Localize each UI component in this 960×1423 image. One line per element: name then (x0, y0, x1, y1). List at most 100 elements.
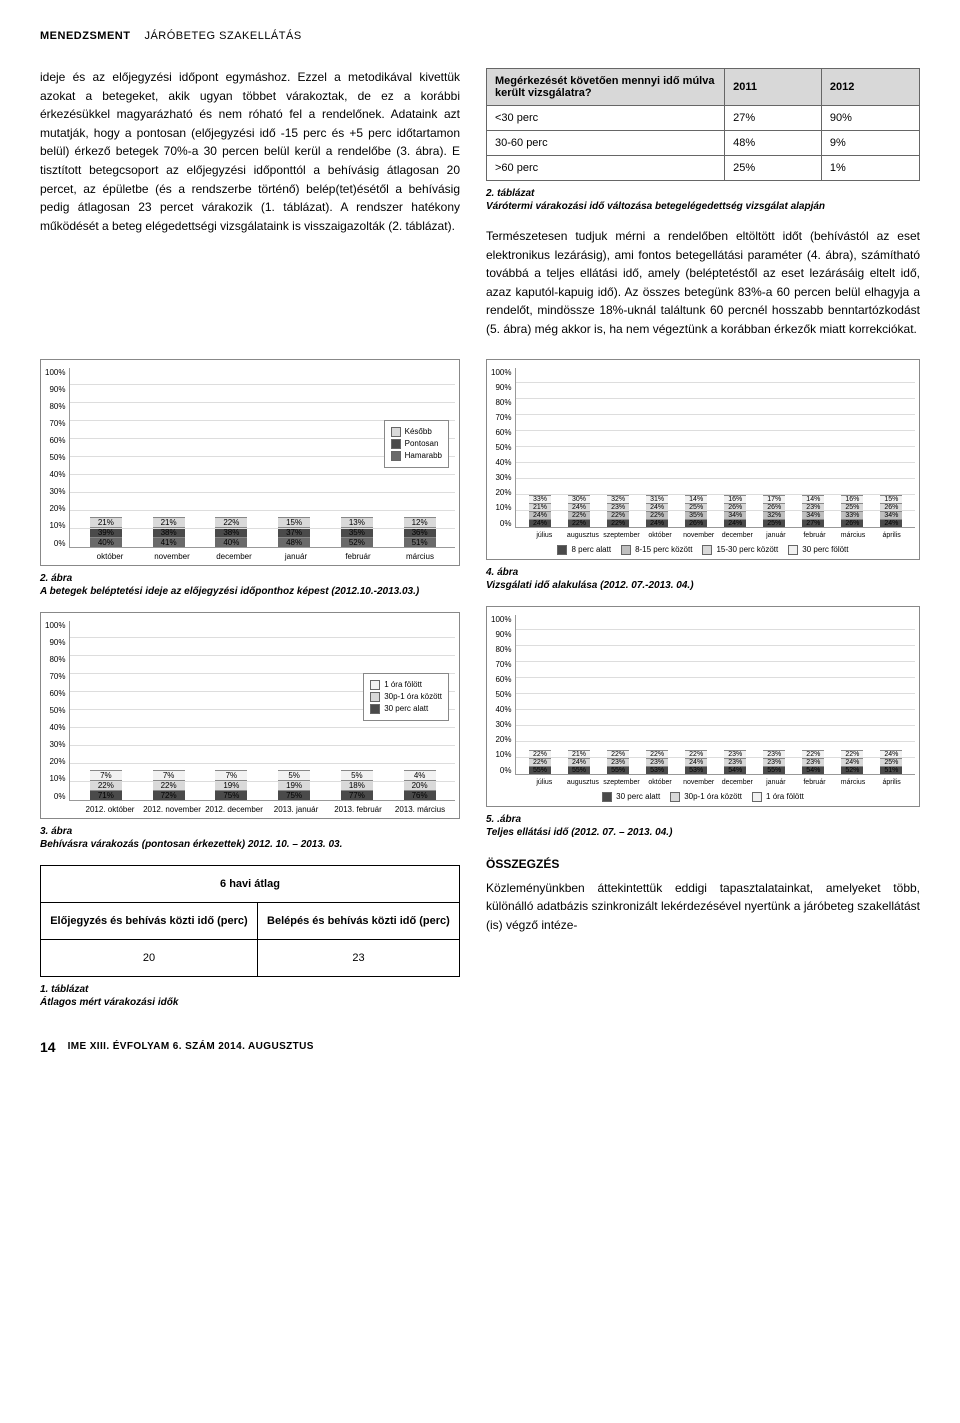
legend-label: 30p-1 óra között (684, 792, 742, 801)
chart-bar-segment: 33% (841, 511, 863, 519)
y-tick: 30% (45, 487, 65, 496)
x-label: december (718, 532, 757, 539)
chart-bar-segment: 21% (153, 517, 185, 527)
chart-2-caption: 2. ábra A betegek beléptetési ideje az e… (40, 572, 460, 598)
y-tick: 80% (45, 655, 65, 664)
chart-bar-segment: 51% (404, 537, 436, 547)
chart-bar-segment: 55% (568, 766, 590, 774)
chart-4-legend: 8 perc alatt8-15 perc között15-30 perc k… (491, 545, 915, 555)
chart-bar-segment: 22% (607, 519, 629, 527)
y-tick: 90% (491, 630, 511, 639)
legend-swatch (621, 545, 631, 555)
chart-bar-segment: 40% (90, 537, 122, 547)
y-tick: 40% (491, 458, 511, 467)
x-label: december (718, 779, 757, 786)
chart-bar-segment: 48% (278, 537, 310, 547)
chart-bar-segment: 17% (763, 495, 785, 503)
y-tick: 100% (45, 621, 65, 630)
y-tick: 30% (491, 473, 511, 482)
x-label: 2013. január (265, 805, 327, 814)
table-cell: 9% (821, 131, 919, 156)
y-tick: 0% (491, 519, 511, 528)
y-tick: 10% (491, 750, 511, 759)
chart-2-legend: KésőbbPontosanHamarabb (384, 420, 449, 468)
x-label: október (641, 779, 680, 786)
table-2: Megérkezését követően mennyi idő múlva k… (486, 68, 920, 181)
chart-bar-segment: 30% (568, 495, 590, 503)
chart-bar: 76%20%4% (404, 770, 436, 800)
y-tick: 40% (491, 705, 511, 714)
chart-bar-segment: 27% (802, 519, 824, 527)
table-1-col-1: Belépés és behívás közti idő (perc) (257, 902, 459, 939)
x-label: április (872, 532, 911, 539)
x-label: április (872, 779, 911, 786)
x-label: július (525, 779, 564, 786)
chart-bar-segment: 71% (90, 790, 122, 800)
table-1-caption-title: 1. táblázat (40, 984, 88, 995)
chart-bar-segment: 16% (724, 495, 746, 503)
chart-bar: 54%23%22% (802, 750, 824, 774)
chart-bar-segment: 24% (646, 519, 668, 527)
chart-bar: 51%36%12% (404, 517, 436, 547)
chart-bar: 55%22%22% (529, 750, 551, 774)
chart-bar-segment: 31% (646, 495, 668, 503)
table-2-caption: 2. táblázat Várótermi várakozási idő vál… (486, 187, 920, 213)
legend-label: 1 óra fölött (766, 792, 804, 801)
legend-item: 30p-1 óra között (670, 792, 742, 802)
legend-swatch (788, 545, 798, 555)
legend-label: 8 perc alatt (571, 545, 611, 554)
chart-bar-segment: 13% (341, 517, 373, 527)
x-label: február (327, 552, 389, 561)
y-tick: 60% (491, 428, 511, 437)
chart-bar-segment: 15% (278, 517, 310, 527)
x-label: július (525, 532, 564, 539)
table-cell: 1% (821, 156, 919, 181)
y-tick: 20% (45, 757, 65, 766)
chart-bar-segment: 26% (841, 519, 863, 527)
table-1-val-1: 23 (257, 939, 459, 976)
legend-item: 8 perc alatt (557, 545, 611, 555)
y-tick: 80% (491, 398, 511, 407)
x-label: március (389, 552, 451, 561)
chart-3-caption-text: Behívásra várakozás (pontosan érkezettek… (40, 839, 342, 850)
chart-bar-segment: 24% (841, 758, 863, 766)
y-tick: 70% (45, 419, 65, 428)
table-cell: <30 perc (487, 106, 725, 131)
x-label: január (757, 532, 796, 539)
legend-label: Pontosan (405, 439, 439, 448)
legend-swatch (370, 704, 380, 714)
x-label: 2013. március (389, 805, 451, 814)
chart-bar-segment: 76% (404, 790, 436, 800)
table-row: <30 perc27%90% (487, 106, 920, 131)
chart-bar-segment: 7% (90, 770, 122, 780)
chart-bar-segment: 22% (568, 519, 590, 527)
x-label: február (795, 532, 834, 539)
y-tick: 50% (491, 443, 511, 452)
table-1-header: 6 havi átlag (41, 865, 460, 902)
chart-bar-segment: 24% (529, 511, 551, 519)
page-footer: 14 IME XIII. ÉVFOLYAM 6. SZÁM 2014. AUGU… (40, 1039, 920, 1055)
summary-heading: ÖSSZEGZÉS (486, 857, 920, 871)
chart-bar-segment: 25% (880, 758, 902, 766)
chart-bar-segment: 53% (685, 766, 707, 774)
x-label: 2012. október (79, 805, 141, 814)
chart-5-caption-title: 5. .ábra (486, 814, 521, 825)
chart-bar-segment: 41% (153, 537, 185, 547)
table-2-caption-title: 2. táblázat (486, 188, 534, 199)
x-label: szeptember (602, 779, 641, 786)
chart-bar: 40%39%21% (90, 517, 122, 547)
table-2-header-cell: 2012 (821, 69, 919, 106)
legend-swatch (391, 427, 401, 437)
chart-bar-segment: 55% (763, 766, 785, 774)
y-tick: 90% (45, 638, 65, 647)
x-label: március (834, 779, 873, 786)
summary-paragraph: Közleményünkben áttekintettük eddigi tap… (486, 879, 920, 935)
y-tick: 30% (491, 720, 511, 729)
x-label: december (203, 552, 265, 561)
chart-bar-segment: 23% (646, 758, 668, 766)
chart-bar-segment: 14% (802, 495, 824, 503)
chart-3-caption: 3. ábra Behívásra várakozás (pontosan ér… (40, 825, 460, 851)
chart-bar-segment: 24% (568, 758, 590, 766)
y-tick: 10% (491, 503, 511, 512)
legend-item: Hamarabb (391, 451, 442, 461)
